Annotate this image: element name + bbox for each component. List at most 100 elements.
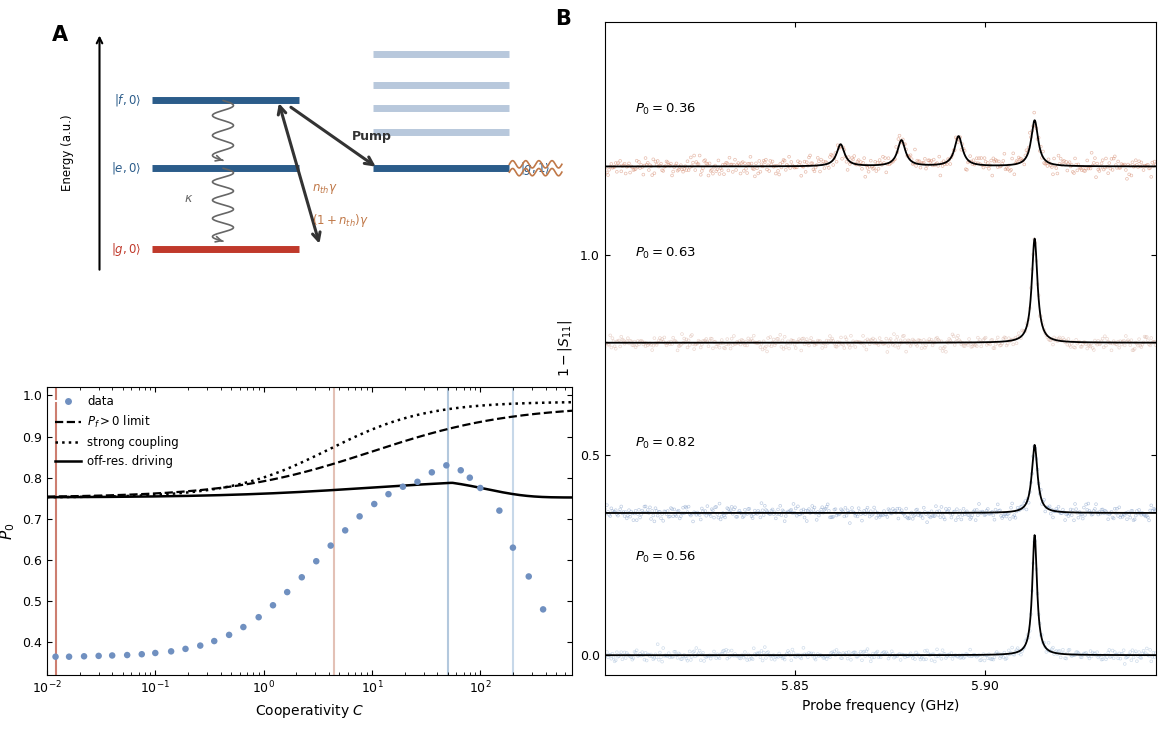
Point: [1050, 501, 1068, 513]
Point: [1108, 652, 1127, 664]
Point: [674, 650, 693, 662]
Point: [981, 654, 1000, 666]
Point: [754, 505, 772, 516]
Point: [379, 488, 398, 500]
Point: [1045, 505, 1064, 517]
Point: [1145, 651, 1163, 663]
Point: [976, 654, 994, 666]
Point: [1128, 161, 1147, 173]
Point: [889, 649, 908, 660]
Point: [783, 507, 802, 519]
Point: [768, 508, 787, 520]
Point: [919, 648, 938, 660]
Point: [191, 640, 210, 651]
Point: [1085, 157, 1104, 168]
Point: [810, 335, 829, 347]
Point: [962, 156, 980, 168]
Point: [1012, 649, 1031, 660]
Point: [780, 506, 798, 518]
Point: [693, 338, 711, 350]
Point: [920, 510, 939, 522]
Point: [780, 343, 798, 355]
Point: [998, 163, 1017, 175]
Point: [749, 337, 768, 349]
Point: [748, 338, 767, 349]
Point: [775, 155, 794, 167]
Point: [966, 157, 985, 169]
Point: [1136, 332, 1155, 344]
Point: [991, 505, 1010, 516]
Point: [607, 508, 626, 520]
Point: [616, 506, 635, 518]
Point: [940, 158, 959, 170]
Point: [994, 651, 1013, 663]
Point: [701, 332, 720, 344]
Point: [1102, 506, 1121, 518]
Point: [1071, 341, 1089, 352]
Point: [620, 338, 639, 349]
Point: [788, 336, 807, 348]
Point: [1019, 497, 1038, 509]
Point: [667, 510, 686, 522]
Point: [1035, 327, 1054, 339]
Point: [676, 501, 695, 513]
Point: [748, 162, 767, 174]
Point: [851, 508, 870, 520]
Point: [742, 333, 761, 345]
Point: [818, 160, 837, 171]
Point: [1105, 153, 1124, 165]
Point: [1124, 344, 1142, 356]
Point: [720, 506, 738, 518]
Point: [825, 504, 844, 516]
Point: [778, 160, 797, 172]
Point: [972, 152, 991, 164]
Point: [688, 338, 707, 349]
Point: [797, 515, 816, 527]
Point: [832, 652, 851, 664]
Point: [981, 335, 1000, 347]
Point: [922, 511, 940, 523]
Point: [980, 652, 999, 664]
Point: [1014, 497, 1033, 509]
Point: [808, 338, 826, 349]
Point: [770, 168, 789, 180]
Point: [858, 502, 877, 513]
Point: [780, 151, 798, 162]
Point: [635, 160, 654, 171]
Point: [607, 646, 626, 658]
Point: [974, 506, 993, 518]
Point: [669, 340, 688, 352]
Point: [873, 647, 892, 659]
Point: [606, 654, 625, 666]
Point: [985, 342, 1004, 354]
Point: [810, 507, 829, 519]
Point: [1032, 484, 1051, 496]
Point: [836, 151, 855, 162]
Point: [723, 166, 742, 178]
Point: [994, 332, 1013, 344]
Point: [762, 505, 781, 516]
Point: [762, 159, 781, 171]
Point: [1127, 159, 1146, 171]
Point: [829, 648, 848, 660]
Point: [1086, 647, 1105, 659]
Point: [717, 508, 736, 519]
Point: [1077, 499, 1095, 510]
Point: [999, 644, 1018, 656]
Point: [900, 151, 919, 162]
Point: [1114, 160, 1133, 171]
Point: [883, 337, 902, 349]
Point: [1030, 132, 1048, 144]
Point: [1054, 334, 1073, 346]
Point: [700, 508, 718, 520]
Point: [930, 505, 949, 517]
Y-axis label: $1 - |S_{11}|$: $1 - |S_{11}|$: [556, 321, 574, 377]
Point: [1142, 332, 1161, 344]
Point: [717, 333, 736, 345]
Point: [365, 498, 384, 510]
Point: [619, 510, 637, 522]
Point: [723, 649, 742, 661]
Point: [837, 647, 856, 659]
Point: [608, 157, 627, 169]
Point: [734, 511, 753, 523]
